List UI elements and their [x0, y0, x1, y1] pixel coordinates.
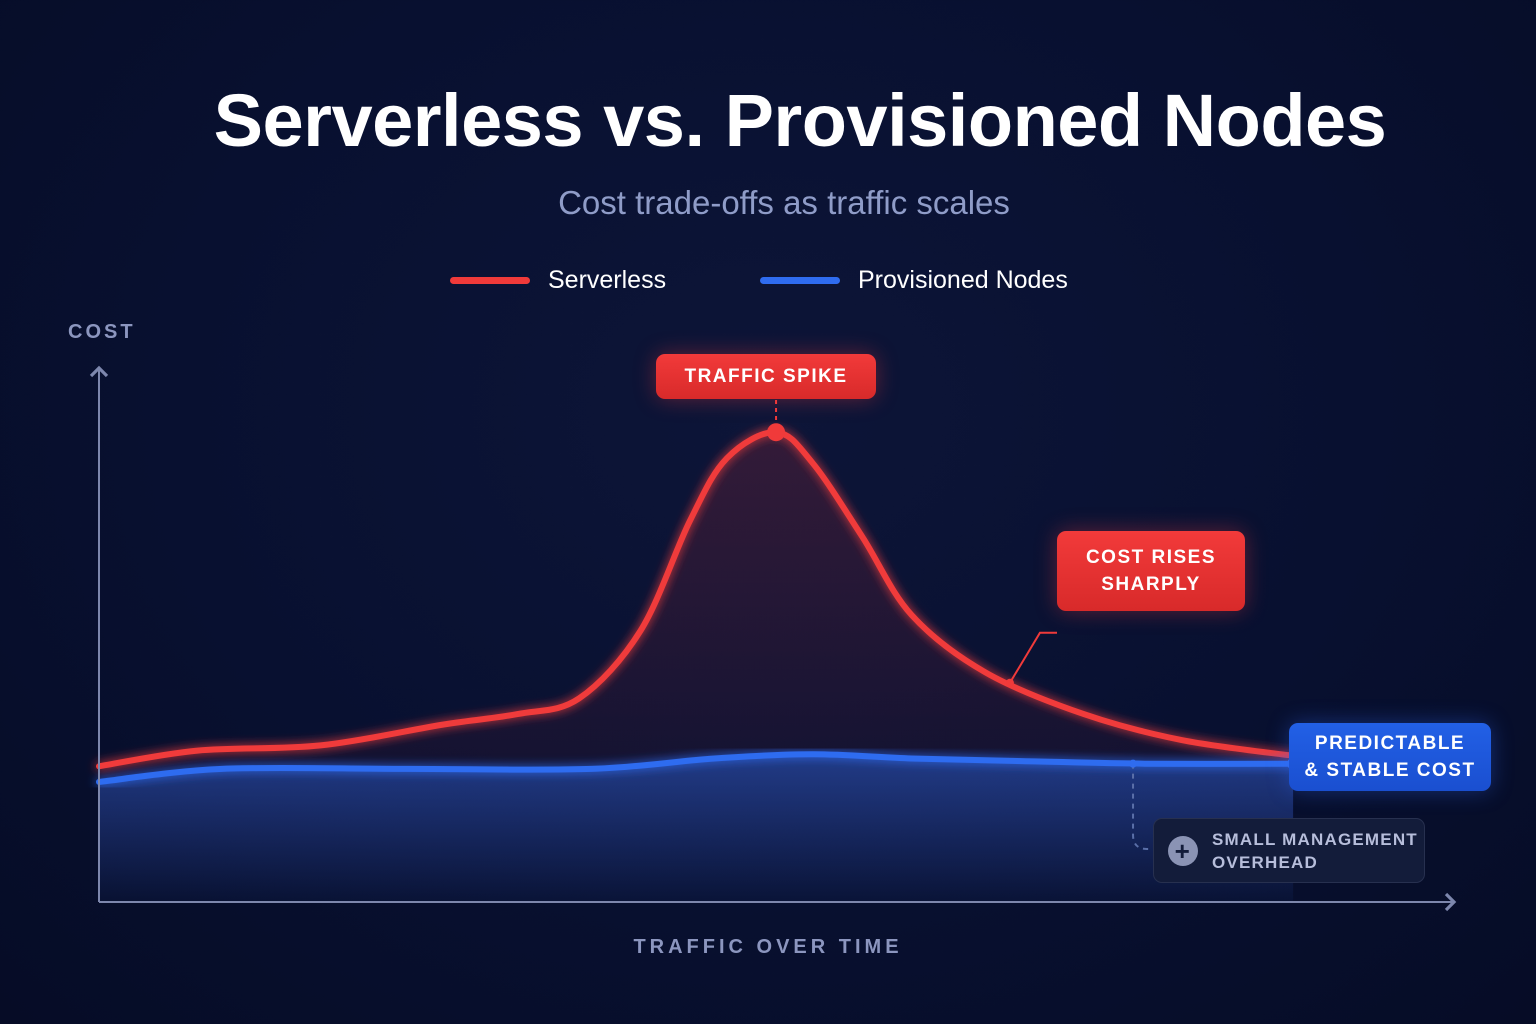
plus-circle-icon: +	[1168, 835, 1198, 866]
callout-cost-rises-text: COST RISES SHARPLY	[1085, 547, 1217, 595]
marker-management-overhead	[1129, 759, 1138, 768]
callout-predictable-cost: PREDICTABLE & STABLE COST	[1289, 723, 1491, 791]
legend-item-provisioned: Provisioned Nodes	[760, 266, 1068, 295]
series-line-provisioned	[96, 751, 1297, 785]
chart-subtitle: Cost trade-offs as traffic scales	[558, 184, 1010, 221]
marker-traffic-spike	[767, 423, 786, 442]
callout-management-overhead-text: SMALL MANAGEMENT OVERHEAD	[1212, 829, 1418, 872]
legend-swatch-provisioned	[760, 277, 840, 284]
series-line-serverless	[96, 429, 1297, 770]
leader-cost-rises	[1009, 631, 1057, 684]
legend-item-serverless: Serverless	[450, 266, 666, 295]
callout-traffic-spike-text: TRAFFIC SPIKE	[684, 366, 848, 387]
legend-label-serverless: Serverless	[548, 266, 667, 294]
callout-cost-rises: COST RISES SHARPLY	[1057, 531, 1245, 611]
x-axis-label: TRAFFIC OVER TIME	[633, 936, 903, 958]
callout-predictable-cost-text: PREDICTABLE & STABLE COST	[1304, 733, 1476, 781]
leader-management-overhead	[1132, 763, 1153, 850]
legend-swatch-serverless	[450, 277, 530, 284]
chart-title: Serverless vs. Provisioned Nodes	[213, 79, 1387, 162]
marker-cost-rises	[1005, 678, 1014, 687]
callout-management-overhead: + SMALL MANAGEMENT OVERHEAD	[1153, 818, 1425, 883]
y-axis-label: COST	[68, 321, 136, 343]
chart-legend: Serverless Provisioned Nodes	[0, 266, 1536, 300]
legend-label-provisioned: Provisioned Nodes	[858, 266, 1068, 294]
callout-traffic-spike: TRAFFIC SPIKE	[656, 354, 876, 399]
area-provisioned	[99, 754, 1294, 902]
